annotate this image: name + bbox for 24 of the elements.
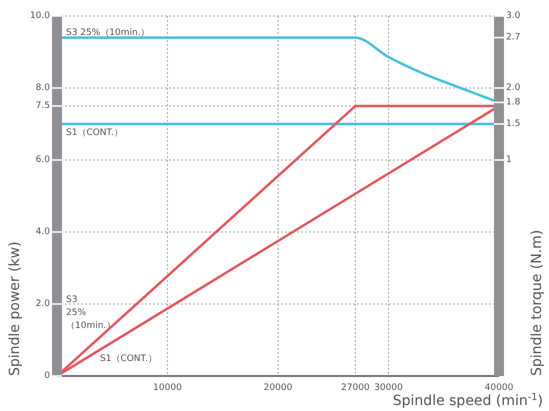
x-axis-title: Spindle speed (min$^{-1}$) bbox=[392, 392, 543, 409]
y2-tick-label: 1.5 bbox=[506, 119, 520, 129]
y-axis-title: Spindle power (kw) bbox=[7, 241, 23, 376]
x-tick-label: 20000 bbox=[264, 383, 293, 393]
y2-tick-label: 2.0 bbox=[506, 83, 521, 93]
x-tick-label: 30000 bbox=[374, 383, 404, 393]
y-tick-label: 10.0 bbox=[30, 11, 50, 21]
annotation: S3 25%（10min.） bbox=[66, 28, 150, 38]
y2-tick-label: 1.8 bbox=[506, 97, 521, 108]
x-tick-label: 27000 bbox=[341, 383, 370, 393]
annotation: S1（CONT.） bbox=[100, 354, 157, 364]
y2-tick-label: 3.0 bbox=[506, 11, 521, 21]
x-tick-label: 40000 bbox=[484, 383, 514, 393]
annotation: S1（CONT.） bbox=[66, 128, 123, 138]
y-tick-label: 2.0 bbox=[36, 299, 50, 309]
y-tick-label: 4.0 bbox=[36, 227, 50, 237]
y-tick-label: 7.5 bbox=[36, 101, 50, 111]
y-tick-label: 8.0 bbox=[36, 83, 50, 93]
y-tick-label: 0 bbox=[44, 371, 50, 381]
y2-axis-title: Spindle torque (N.m) bbox=[529, 230, 545, 376]
y-tick-label: 6.0 bbox=[36, 155, 50, 165]
x-tick-label: 10000 bbox=[153, 383, 182, 393]
y2-tick-label: 2.7 bbox=[506, 32, 520, 43]
y2-tick-label: 1 bbox=[506, 155, 512, 165]
